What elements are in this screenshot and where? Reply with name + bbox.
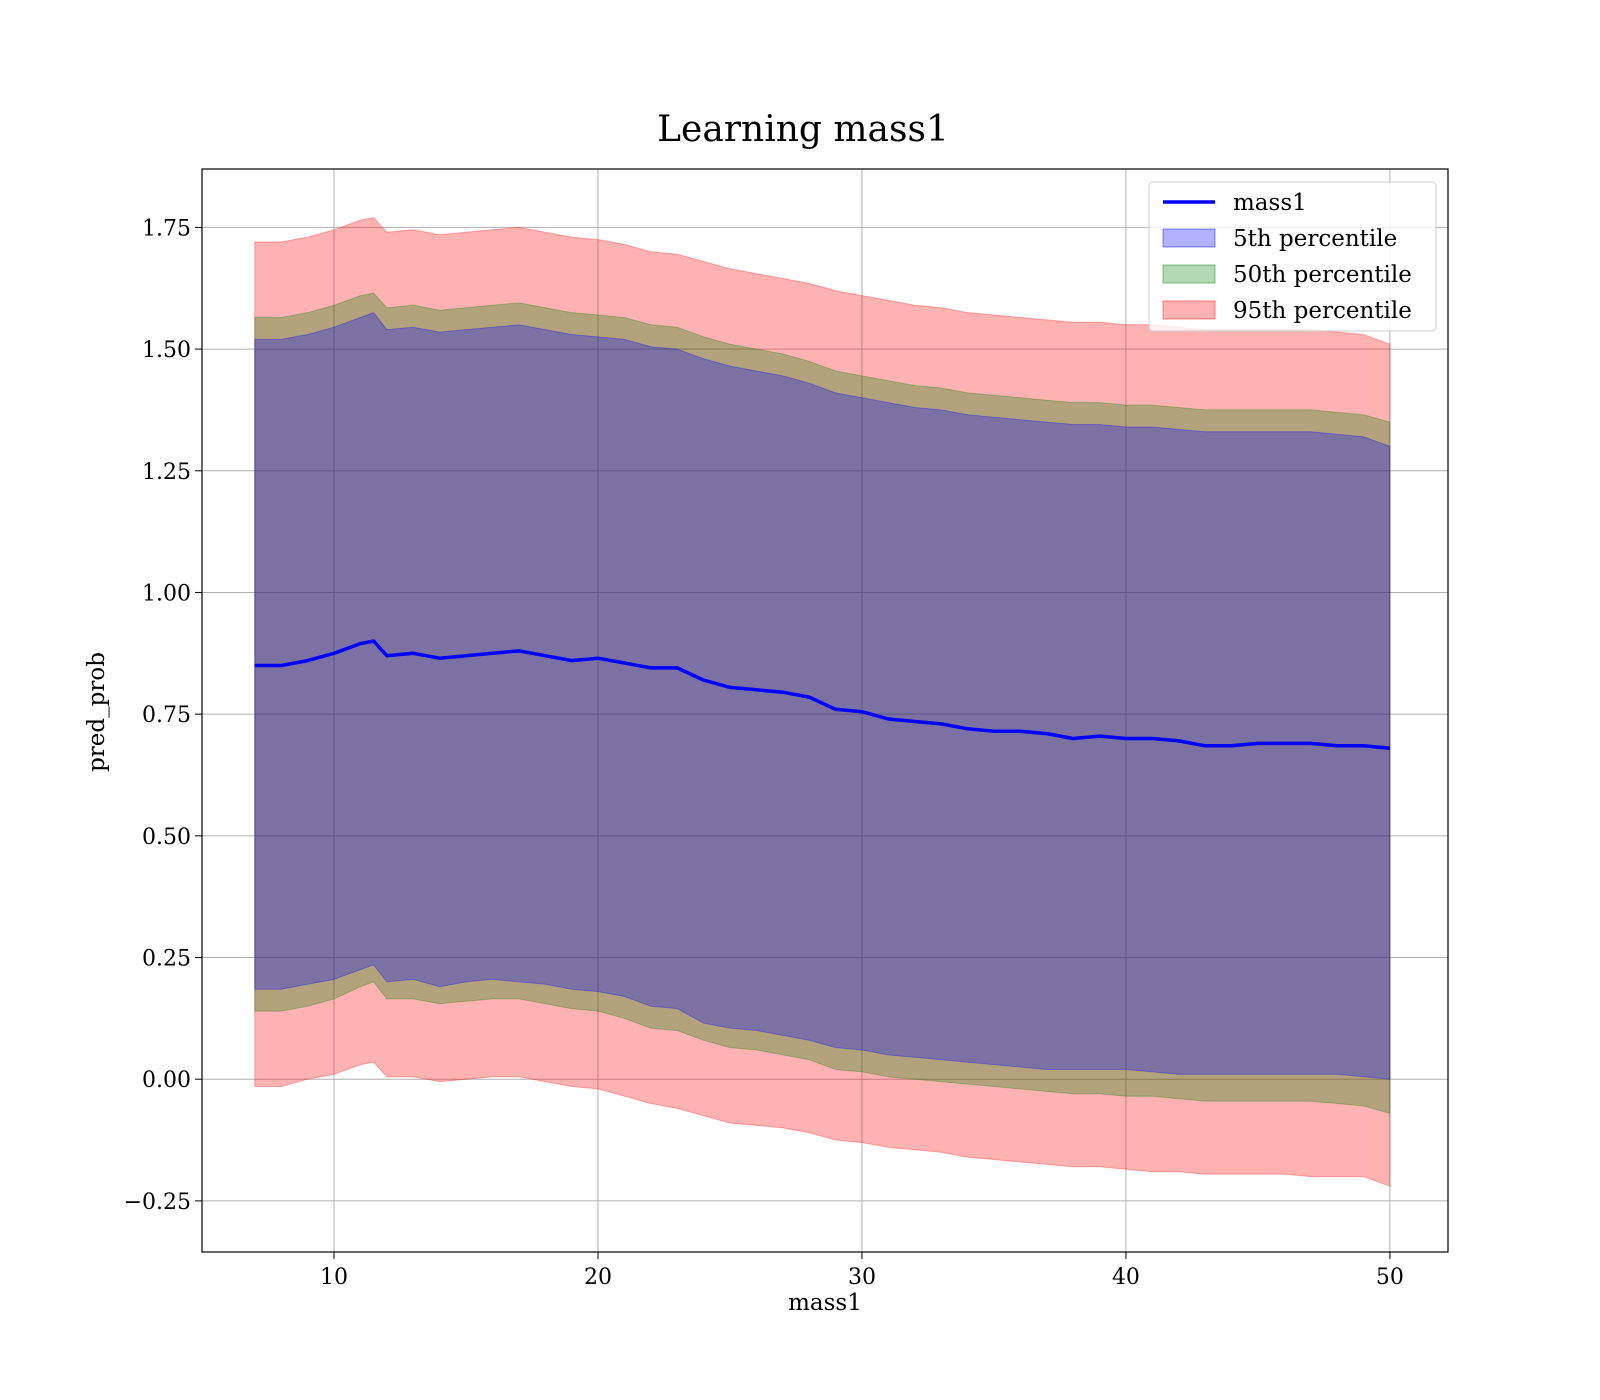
y-tick-label: 0.00 xyxy=(142,1068,191,1093)
chart-title: Learning mass1 xyxy=(657,109,949,150)
y-tick-label: 0.75 xyxy=(142,703,191,728)
y-axis-label: pred_prob xyxy=(84,652,110,772)
series-lines xyxy=(254,639,1391,750)
x-tick-label: 50 xyxy=(1376,1265,1404,1290)
legend-label: 50th percentile xyxy=(1233,262,1412,288)
y-tick-label: 0.25 xyxy=(142,947,191,972)
y-tick-label: 1.25 xyxy=(142,460,191,485)
legend-label: 95th percentile xyxy=(1233,298,1412,324)
legend: mass1 5th percentile 50th percentile 95th p… xyxy=(1148,181,1437,332)
y-axis-ticks: −0.25 0.00 0.25 0.50 0.75 1.00 1.25 1.50 1.75 xyxy=(124,216,202,1215)
x-tick-label: 30 xyxy=(848,1265,876,1290)
y-tick-label: 1.75 xyxy=(142,216,191,241)
y-tick-label: 1.00 xyxy=(142,581,191,606)
plot-frame xyxy=(201,168,1449,1253)
band-5th-percentile xyxy=(254,312,1391,1080)
x-tick-label: 20 xyxy=(584,1265,612,1290)
y-tick-label: 0.50 xyxy=(142,825,191,850)
x-axis-ticks: 10 20 30 40 50 xyxy=(320,1252,1404,1290)
y-tick-label: −0.25 xyxy=(124,1190,191,1215)
x-tick-label: 10 xyxy=(320,1265,348,1290)
legend-label: 5th percentile xyxy=(1233,226,1397,252)
series-line-mass1 xyxy=(254,639,1391,750)
legend-label: mass1 xyxy=(1233,190,1307,216)
legend-swatch-band xyxy=(1162,300,1216,320)
legend-swatch-band xyxy=(1162,264,1216,284)
x-axis-label: mass1 xyxy=(788,1290,862,1316)
legend-swatch-band xyxy=(1162,228,1216,248)
x-tick-label: 40 xyxy=(1112,1265,1140,1290)
y-tick-label: 1.50 xyxy=(142,338,191,363)
legend-box xyxy=(1148,181,1437,332)
